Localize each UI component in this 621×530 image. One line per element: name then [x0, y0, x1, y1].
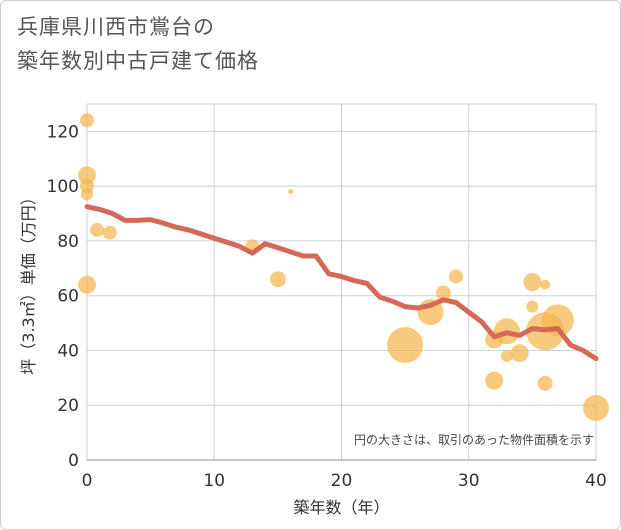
y-tick-label: 80	[57, 232, 79, 252]
bubble-point	[387, 326, 424, 363]
x-tick-label: 0	[82, 471, 93, 491]
grid-lines	[86, 103, 597, 461]
x-axis-label: 築年数（年）	[293, 498, 389, 517]
bubble-point	[288, 189, 294, 195]
y-axis-label: 坪（3.3㎡）単価（万円）	[19, 189, 38, 374]
axes-layer: 0 10 20 30 40 0 20 40 60 80 100 120	[47, 122, 607, 491]
bubble-point	[540, 279, 551, 290]
size-note: 円の大きさは、取引のあった物件面積を示す	[354, 432, 594, 447]
bubble-point	[449, 269, 464, 284]
bubble-layer	[78, 113, 609, 421]
y-tick-label: 0	[68, 451, 79, 471]
bubble-point	[523, 273, 542, 291]
average-price-line	[84, 204, 599, 362]
average-line-layer	[84, 204, 599, 362]
y-tick-label: 40	[57, 341, 79, 361]
bubble-point	[78, 275, 96, 294]
bubble-point	[435, 285, 451, 301]
x-tick-label: 20	[331, 471, 353, 491]
chart-title-line1: 兵庫県川西市鴬台の	[17, 15, 215, 39]
y-tick-label: 60	[57, 287, 79, 307]
bubble-point	[90, 222, 105, 237]
y-tick-label: 100	[47, 177, 79, 197]
x-tick-label: 10	[203, 471, 225, 491]
bubble-point	[80, 113, 94, 128]
bubble-point	[485, 371, 504, 390]
x-tick-label: 30	[458, 471, 480, 491]
y-tick-label: 20	[57, 396, 79, 416]
bubble-point	[78, 166, 96, 185]
bubble-point	[500, 349, 513, 362]
bubble-point	[102, 225, 117, 240]
bubble-point	[269, 271, 286, 288]
y-tick-label: 120	[47, 122, 79, 142]
bubble-point	[510, 344, 529, 363]
bubble-point	[583, 394, 609, 421]
bubble-point	[537, 375, 553, 391]
chart-title: 兵庫県川西市鴬台の 築年数別中古戸建て価格	[17, 10, 259, 78]
bubble-point	[81, 188, 93, 201]
x-tick-label: 40	[585, 471, 607, 491]
chart-title-line2: 築年数別中古戸建て価格	[17, 49, 259, 73]
bubble-point	[526, 300, 539, 313]
